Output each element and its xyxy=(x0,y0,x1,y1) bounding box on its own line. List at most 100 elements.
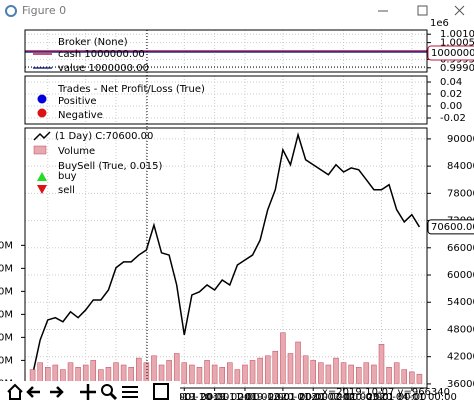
maximize-button[interactable] xyxy=(417,5,428,16)
y-tick-label: 60000 xyxy=(447,270,474,281)
volume-bar xyxy=(409,371,415,384)
y2-tick-label: 30M xyxy=(0,309,13,320)
volume-bar xyxy=(378,344,385,384)
volume-bar xyxy=(105,367,112,384)
y2-tick-label: 20M xyxy=(0,332,13,343)
legend-title: Trades - Net Profit/Loss (True) xyxy=(57,84,205,95)
volume-bar xyxy=(151,355,157,384)
plot-frame xyxy=(24,75,428,125)
volume-bar xyxy=(249,360,256,384)
volume-bar xyxy=(287,353,294,384)
home-button[interactable] xyxy=(7,383,23,400)
figure: 1.00101.00051.00000.99950.99901e6Broker … xyxy=(0,18,474,403)
volume-bar xyxy=(363,362,370,384)
volume-bar xyxy=(295,341,301,384)
app-icon xyxy=(5,5,17,17)
close-button[interactable] xyxy=(454,5,465,16)
volume-bar xyxy=(264,355,271,384)
volume-bar xyxy=(386,367,392,384)
volume-bar xyxy=(67,362,74,384)
back-button[interactable] xyxy=(26,386,40,398)
y2-tick-label: 40M xyxy=(0,286,13,297)
volume-bar xyxy=(189,364,195,384)
legend-swatch xyxy=(37,172,47,181)
x-tick-label: 2019-09-01 00:00 xyxy=(139,392,229,403)
y2-tick-label: 60M xyxy=(0,240,13,251)
volume-bar xyxy=(401,369,407,384)
volume-bar xyxy=(196,367,203,384)
legend-label: Negative xyxy=(58,110,103,121)
legend-label: Volume xyxy=(58,146,95,157)
volume-bar xyxy=(45,367,51,384)
zoom-button[interactable] xyxy=(101,384,113,396)
value-tag-label: 70600.00 xyxy=(431,222,474,233)
y-tick-label: 78000 xyxy=(447,188,474,199)
value-tag-label: 1000000.00 xyxy=(431,48,474,59)
x-tick-label: 2020-02-01 00:00 xyxy=(299,392,389,403)
value-tag xyxy=(427,219,474,235)
volume-bar xyxy=(211,364,218,384)
y-tick-label: 48000 xyxy=(447,324,474,335)
x-tick-label: 2020-03-01 00:00 xyxy=(336,392,426,403)
volume-bar xyxy=(227,362,233,384)
y-tick-label: 1.0010 xyxy=(440,29,474,40)
legend-title: BuySell (True, 0.015) xyxy=(58,161,162,172)
zoom-handle xyxy=(109,392,118,401)
volume-bar xyxy=(302,355,309,384)
volume-bar xyxy=(52,364,59,384)
y-tick-label: 66000 xyxy=(447,243,474,254)
volume-bar xyxy=(318,362,324,384)
volume-bar xyxy=(128,367,134,384)
legend-label: Positive xyxy=(58,96,97,107)
volume-bar xyxy=(204,360,210,384)
legend-swatch xyxy=(33,145,47,155)
y2-tick-label: 50M xyxy=(0,263,13,274)
volume-bar xyxy=(158,364,165,384)
volume-bar xyxy=(371,364,377,384)
status-text: x=2019-10-07 y=966340 xyxy=(322,387,450,398)
value-tag xyxy=(427,45,474,61)
legend-swatch xyxy=(33,131,51,141)
volume-bar xyxy=(143,362,150,384)
volume-bar xyxy=(242,364,248,384)
y-tick-label: -0.02 xyxy=(440,113,466,124)
volume-bar xyxy=(113,362,119,384)
y2-tick-label: 10M xyxy=(0,355,13,366)
scale-label: 1e6 xyxy=(430,18,449,29)
y-tick-label: 0.04 xyxy=(440,77,462,88)
y-tick-label: 0.00 xyxy=(440,101,462,112)
volume-bar xyxy=(280,332,286,384)
volume-bar xyxy=(166,360,172,384)
plot-frame xyxy=(24,127,428,389)
pan-button[interactable] xyxy=(80,384,96,400)
legend-label: value 1000000.00 xyxy=(58,63,149,74)
legend-label: buy xyxy=(58,171,77,182)
volume-bar xyxy=(234,369,241,384)
y-tick-label: 54000 xyxy=(447,297,474,308)
volume-bar xyxy=(181,362,188,384)
forward-button[interactable] xyxy=(50,386,64,398)
plot-frame xyxy=(24,29,428,73)
configure-button[interactable] xyxy=(122,386,138,398)
price-line xyxy=(31,132,421,376)
x-tick-label: 2020-04-01 00:00 xyxy=(367,392,457,403)
title-bar xyxy=(0,0,474,22)
volume-bar xyxy=(136,357,142,384)
save-button[interactable] xyxy=(153,383,169,400)
volume-bar xyxy=(355,367,362,384)
legend-swatch xyxy=(37,94,47,104)
volume-bar xyxy=(37,362,43,384)
volume-bar xyxy=(416,373,423,384)
volume-bar xyxy=(173,353,180,384)
volume-bar xyxy=(325,364,332,384)
volume-bar xyxy=(219,367,225,384)
x-tick-label: 2019-11-01 00:00 xyxy=(200,392,290,403)
y-tick-label: 0.02 xyxy=(440,89,462,100)
volume-bar xyxy=(90,360,97,384)
volume-bar xyxy=(310,360,316,384)
volume-bar xyxy=(120,364,127,384)
volume-bar xyxy=(340,362,347,384)
x-tick-label: 2019-12-01 00:00 xyxy=(238,392,328,403)
volume-bar xyxy=(393,362,400,384)
